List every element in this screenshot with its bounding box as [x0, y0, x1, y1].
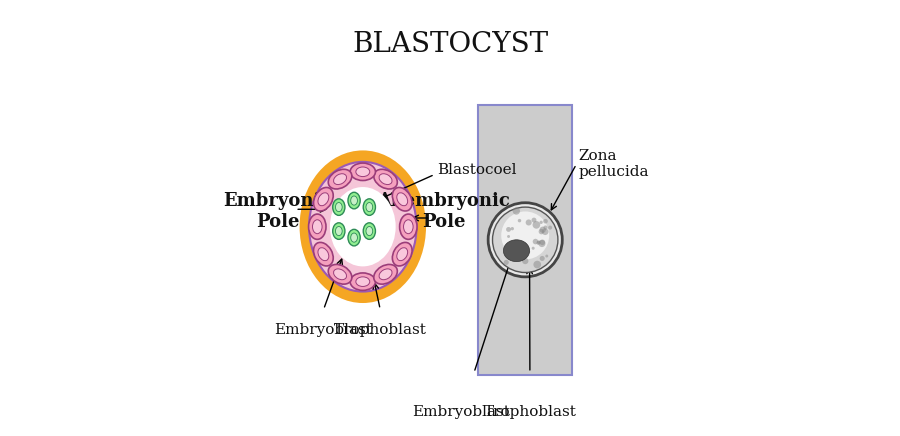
Circle shape — [527, 250, 530, 253]
Circle shape — [507, 235, 510, 238]
FancyBboxPatch shape — [478, 105, 572, 375]
Ellipse shape — [348, 192, 360, 209]
Circle shape — [504, 260, 508, 265]
Ellipse shape — [364, 223, 375, 239]
Ellipse shape — [366, 227, 373, 235]
Circle shape — [539, 239, 545, 245]
Ellipse shape — [356, 167, 370, 177]
Ellipse shape — [330, 187, 396, 266]
Text: Embryonic
Pole: Embryonic Pole — [223, 192, 332, 231]
Circle shape — [540, 227, 546, 233]
Ellipse shape — [318, 248, 328, 261]
Text: Blastocoel: Blastocoel — [436, 163, 517, 177]
Ellipse shape — [379, 269, 392, 280]
Ellipse shape — [374, 169, 397, 189]
Ellipse shape — [328, 169, 352, 189]
Text: Abembryonic
Pole: Abembryonic Pole — [377, 192, 510, 231]
Text: Zona
pellucida: Zona pellucida — [579, 149, 649, 179]
Circle shape — [522, 258, 528, 264]
Circle shape — [539, 221, 543, 224]
Circle shape — [542, 228, 548, 235]
Circle shape — [526, 219, 532, 225]
Circle shape — [538, 240, 545, 247]
Ellipse shape — [503, 240, 529, 262]
Ellipse shape — [392, 242, 412, 266]
Ellipse shape — [313, 187, 333, 211]
Circle shape — [538, 229, 544, 234]
Ellipse shape — [309, 162, 417, 292]
Circle shape — [532, 247, 535, 250]
Ellipse shape — [309, 214, 326, 239]
Circle shape — [518, 219, 521, 222]
Circle shape — [510, 227, 514, 230]
Ellipse shape — [318, 193, 328, 206]
Circle shape — [533, 239, 538, 244]
Circle shape — [534, 261, 541, 269]
Ellipse shape — [336, 203, 342, 211]
Ellipse shape — [400, 214, 417, 239]
Ellipse shape — [334, 174, 346, 184]
Ellipse shape — [336, 227, 342, 235]
Circle shape — [518, 244, 526, 252]
Ellipse shape — [312, 220, 322, 234]
Circle shape — [492, 207, 558, 272]
Ellipse shape — [300, 150, 426, 303]
Circle shape — [488, 203, 562, 277]
Circle shape — [520, 256, 525, 260]
Circle shape — [513, 208, 520, 215]
Ellipse shape — [364, 199, 375, 215]
Ellipse shape — [397, 193, 408, 206]
Circle shape — [533, 221, 540, 229]
Circle shape — [508, 249, 515, 255]
Circle shape — [537, 240, 541, 244]
Ellipse shape — [333, 223, 345, 239]
Ellipse shape — [356, 277, 370, 286]
Ellipse shape — [313, 242, 333, 266]
Circle shape — [544, 219, 548, 224]
Ellipse shape — [328, 265, 352, 284]
Text: Embryoblast: Embryoblast — [412, 405, 509, 419]
Text: BLASTOCYST: BLASTOCYST — [352, 31, 548, 58]
Circle shape — [512, 245, 517, 250]
Circle shape — [548, 225, 553, 230]
Ellipse shape — [403, 220, 413, 234]
Circle shape — [536, 241, 541, 245]
Text: Trophoblast: Trophoblast — [334, 323, 427, 337]
Ellipse shape — [348, 229, 360, 246]
Circle shape — [545, 255, 548, 258]
Ellipse shape — [397, 248, 408, 261]
Circle shape — [540, 256, 544, 261]
Ellipse shape — [333, 199, 345, 215]
Ellipse shape — [366, 203, 373, 211]
Ellipse shape — [374, 265, 397, 284]
Text: Embryoblast: Embryoblast — [274, 323, 373, 337]
Ellipse shape — [379, 174, 392, 184]
Ellipse shape — [350, 273, 375, 290]
Ellipse shape — [350, 163, 375, 181]
Text: Trophoblast: Trophoblast — [483, 405, 576, 419]
Ellipse shape — [392, 187, 412, 211]
Circle shape — [532, 218, 536, 222]
Circle shape — [520, 245, 524, 249]
Circle shape — [544, 225, 547, 230]
Circle shape — [519, 255, 524, 259]
Ellipse shape — [334, 269, 346, 280]
Ellipse shape — [351, 233, 357, 242]
Circle shape — [501, 211, 549, 259]
Ellipse shape — [351, 196, 357, 205]
Circle shape — [506, 227, 511, 232]
